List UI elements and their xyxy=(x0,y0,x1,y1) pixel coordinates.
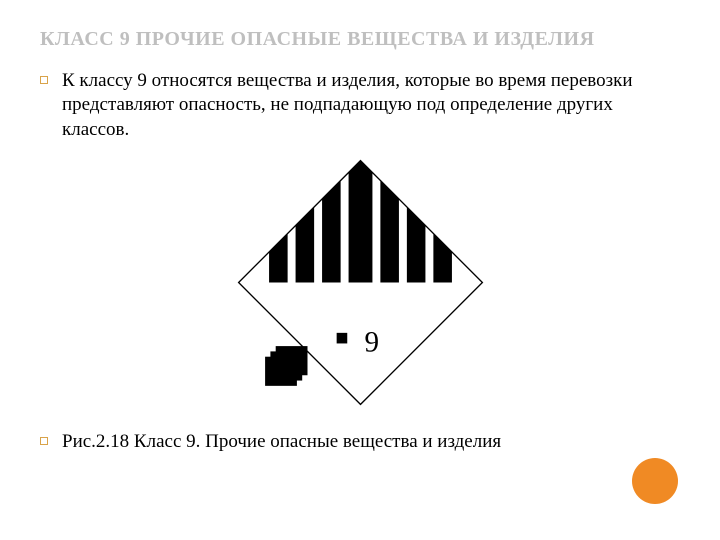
bullet-icon xyxy=(40,76,48,84)
page-title: КЛАСС 9 ПРОЧИЕ ОПАСНЫЕ ВЕЩЕСТВА И ИЗДЕЛИ… xyxy=(40,28,680,51)
bullet-icon xyxy=(40,437,48,445)
body-paragraph-row: К классу 9 относятся вещества и изделия,… xyxy=(40,69,680,142)
figure-container: 9 xyxy=(40,150,680,420)
caption-row: Рис.2.18 Класс 9. Прочие опасные веществ… xyxy=(40,430,680,454)
slide-accent-circle xyxy=(632,458,678,504)
body-paragraph: К классу 9 относятся вещества и изделия,… xyxy=(62,69,680,142)
class-number: 9 xyxy=(364,326,379,358)
figure-caption: Рис.2.18 Класс 9. Прочие опасные веществ… xyxy=(62,430,501,454)
hazmat-class9-sign: 9 xyxy=(228,150,493,415)
